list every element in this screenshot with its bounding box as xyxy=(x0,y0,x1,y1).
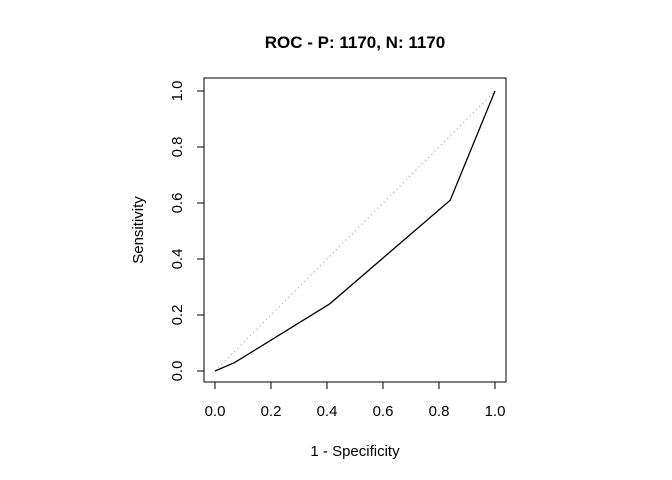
y-tick-label: 0.6 xyxy=(169,193,186,214)
y-tick-label: 0.0 xyxy=(169,361,186,382)
y-tick-label: 1.0 xyxy=(169,81,186,102)
y-axis-label: Sensitivity xyxy=(130,196,147,264)
y-tick-label: 0.4 xyxy=(169,249,186,270)
y-tick-label: 0.8 xyxy=(169,137,186,158)
plot-frame xyxy=(203,77,507,383)
x-tick-label: 0.4 xyxy=(317,403,338,420)
chart-title: ROC - P: 1170, N: 1170 xyxy=(265,33,445,52)
y-tick-label: 0.2 xyxy=(169,305,186,326)
x-axis-label: 1 - Specificity xyxy=(310,443,400,460)
reference-diagonal-line xyxy=(214,90,496,372)
x-tick-label: 0.2 xyxy=(261,403,282,420)
x-tick-label: 0.8 xyxy=(429,403,450,420)
x-tick-label: 0.0 xyxy=(205,403,226,420)
x-tick-label: 1.0 xyxy=(485,403,506,420)
x-tick-label: 0.6 xyxy=(373,403,394,420)
roc-curve-line xyxy=(214,90,496,372)
